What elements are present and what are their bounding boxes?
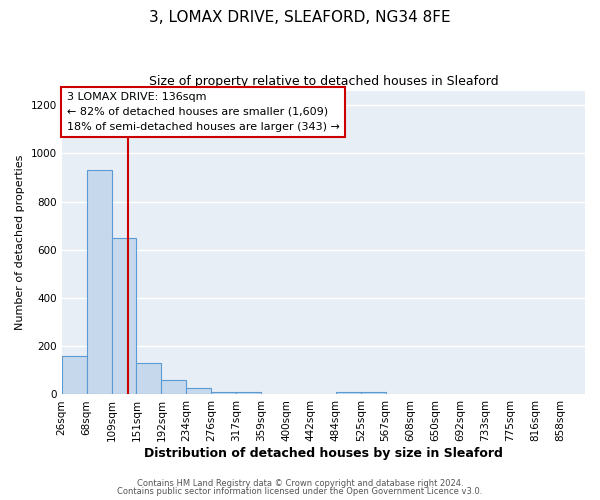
Text: Contains public sector information licensed under the Open Government Licence v3: Contains public sector information licen… <box>118 487 482 496</box>
Bar <box>236 392 261 394</box>
Bar <box>112 238 136 394</box>
Bar <box>86 170 112 394</box>
Text: 3 LOMAX DRIVE: 136sqm
← 82% of detached houses are smaller (1,609)
18% of semi-d: 3 LOMAX DRIVE: 136sqm ← 82% of detached … <box>67 92 340 132</box>
X-axis label: Distribution of detached houses by size in Sleaford: Distribution of detached houses by size … <box>144 447 503 460</box>
Text: Contains HM Land Registry data © Crown copyright and database right 2024.: Contains HM Land Registry data © Crown c… <box>137 478 463 488</box>
Title: Size of property relative to detached houses in Sleaford: Size of property relative to detached ho… <box>149 75 498 88</box>
Bar <box>361 392 386 394</box>
Bar <box>62 356 86 395</box>
Bar <box>161 380 186 394</box>
Bar <box>136 363 161 394</box>
Bar <box>211 392 236 394</box>
Bar <box>336 392 361 394</box>
Bar <box>186 388 211 394</box>
Text: 3, LOMAX DRIVE, SLEAFORD, NG34 8FE: 3, LOMAX DRIVE, SLEAFORD, NG34 8FE <box>149 10 451 25</box>
Y-axis label: Number of detached properties: Number of detached properties <box>15 155 25 330</box>
